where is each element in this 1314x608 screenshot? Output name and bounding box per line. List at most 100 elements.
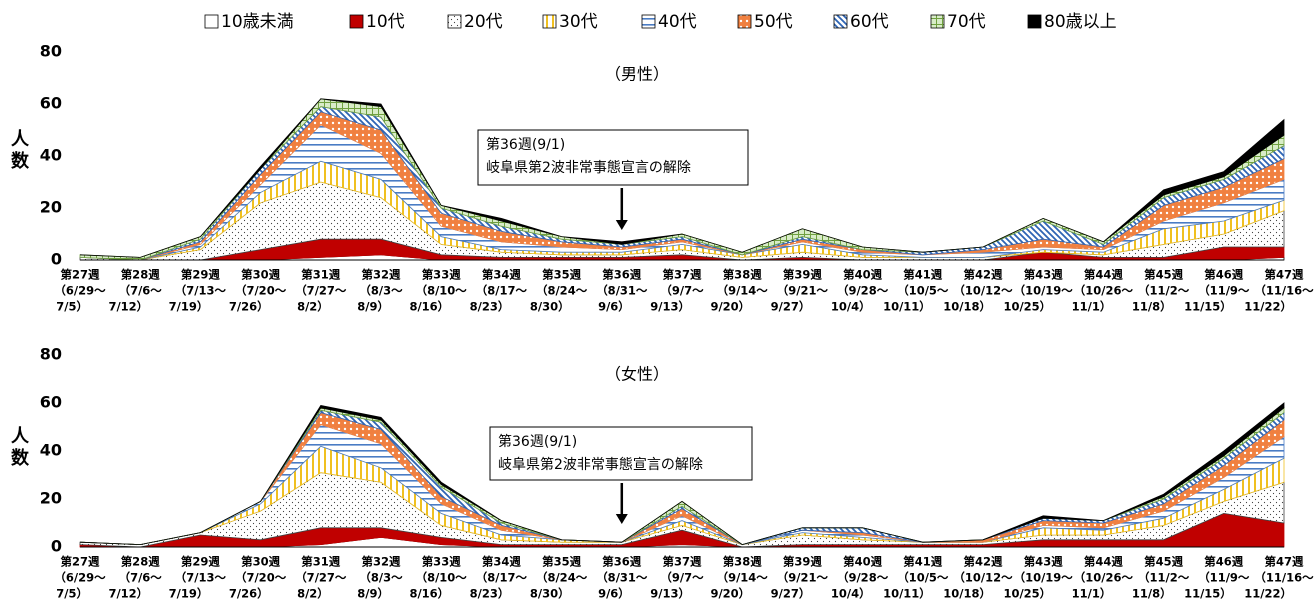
y-tick-label: 60 <box>40 94 62 113</box>
x-tick-label: 11/1） <box>1072 587 1112 601</box>
x-tick-label: （8/31～ <box>596 571 648 585</box>
x-tick-label: （8/17～ <box>476 571 528 585</box>
x-tick-label: （7/6～ <box>119 284 163 298</box>
legend-label: 20代 <box>464 12 503 32</box>
x-tick-label: （10/12～ <box>953 284 1013 298</box>
x-tick-label: （7/27～ <box>295 284 347 298</box>
legend-label: 70代 <box>947 12 986 32</box>
annotation-arrowhead <box>615 514 628 524</box>
x-tick-label: 第47週 <box>1264 268 1304 282</box>
x-tick-label: 第37週 <box>662 555 702 569</box>
y-tick-label: 40 <box>40 441 62 460</box>
x-tick-label: （7/13～ <box>175 284 227 298</box>
y-tick-label: 80 <box>40 42 62 61</box>
x-tick-label: （10/26～ <box>1074 571 1134 585</box>
x-tick-label: 8/16） <box>409 300 449 314</box>
x-tick-label: 第33週 <box>422 555 462 569</box>
annotation-arrowhead <box>615 220 628 230</box>
x-tick-label: 第40週 <box>843 268 883 282</box>
x-tick-label: 9/20） <box>710 587 750 601</box>
x-tick-label: 7/19） <box>169 587 209 601</box>
x-tick-label: 第31週 <box>301 555 341 569</box>
x-tick-label: （8/3～ <box>359 571 403 585</box>
x-tick-label: 8/2） <box>297 300 329 314</box>
x-tick-label: （10/12～ <box>953 571 1013 585</box>
legend-swatch <box>542 14 557 29</box>
x-tick-label: 第41週 <box>903 555 943 569</box>
x-tick-label: 8/23） <box>470 587 510 601</box>
x-tick-label: （8/10～ <box>416 284 468 298</box>
y-axis-label: 数 <box>11 150 30 172</box>
x-tick-label: 9/20） <box>710 300 750 314</box>
x-tick-label: 8/23） <box>470 300 510 314</box>
annotation-text: 第36週(9/1) <box>498 433 577 450</box>
x-tick-label: 第31週 <box>301 268 341 282</box>
x-tick-label: 8/30） <box>530 587 570 601</box>
x-tick-label: （11/2～ <box>1138 284 1190 298</box>
x-tick-label: 7/19） <box>169 300 209 314</box>
y-tick-label: 0 <box>51 537 62 556</box>
x-tick-label: 第32週 <box>361 555 401 569</box>
y-axis-label: 人 <box>11 426 30 447</box>
x-tick-label: （11/2～ <box>1138 571 1190 585</box>
x-tick-label: 7/26） <box>229 587 269 601</box>
x-tick-label: 第46週 <box>1204 268 1244 282</box>
x-tick-label: （9/14～ <box>717 284 769 298</box>
x-tick-label: 第42週 <box>963 268 1003 282</box>
area <box>79 98 1285 258</box>
legend-label: 80歳以上 <box>1044 12 1117 32</box>
x-tick-label: 第30週 <box>241 268 281 282</box>
x-tick-label: 11/15） <box>1184 587 1232 601</box>
x-tick-label: 7/12） <box>108 587 148 601</box>
x-tick-label: （8/10～ <box>416 571 468 585</box>
x-tick-label: 第38週 <box>723 555 763 569</box>
x-tick-label: 第37週 <box>662 268 702 282</box>
legend-label: 10歳未満 <box>221 12 294 32</box>
x-tick-label: （9/21～ <box>777 284 829 298</box>
y-tick-label: 80 <box>40 345 62 364</box>
y-axis-label: 数 <box>11 447 30 469</box>
x-tick-label: （7/6～ <box>119 571 163 585</box>
legend-label: 60代 <box>850 12 889 32</box>
x-tick-label: 第44週 <box>1084 268 1124 282</box>
x-tick-label: 8/9） <box>357 300 389 314</box>
x-tick-label: （11/16～ <box>1254 284 1314 298</box>
x-tick-label: 8/16） <box>409 587 449 601</box>
x-tick-label: （10/5～ <box>897 284 949 298</box>
x-tick-label: 10/11） <box>883 587 931 601</box>
x-tick-label: 第45週 <box>1144 555 1184 569</box>
x-tick-label: 7/5） <box>56 300 88 314</box>
x-tick-label: （7/20～ <box>235 571 287 585</box>
x-tick-label: 第47週 <box>1264 555 1304 569</box>
subtitle: （男性） <box>605 65 669 84</box>
x-tick-label: （11/16～ <box>1254 571 1314 585</box>
y-tick-label: 0 <box>51 250 62 269</box>
area <box>79 402 1285 546</box>
x-tick-label: 10/25） <box>1003 300 1051 314</box>
x-tick-label: 10/4） <box>831 300 871 314</box>
annotation-text: 第36週(9/1) <box>486 136 565 153</box>
x-tick-label: （10/26～ <box>1074 284 1134 298</box>
x-tick-label: 第44週 <box>1084 555 1124 569</box>
y-axis-label: 人 <box>11 129 30 150</box>
y-tick-label: 40 <box>40 146 62 165</box>
x-tick-label: 第40週 <box>843 555 883 569</box>
legend-swatch <box>833 14 848 29</box>
x-tick-label: （8/24～ <box>536 571 588 585</box>
x-tick-label: 第45週 <box>1144 268 1184 282</box>
x-tick-label: 第33週 <box>422 268 462 282</box>
x-tick-label: 10/11） <box>883 300 931 314</box>
x-tick-label: （8/3～ <box>359 284 403 298</box>
legend-swatch <box>1027 14 1042 29</box>
x-tick-label: 11/22） <box>1244 587 1292 601</box>
legend-swatch <box>930 14 945 29</box>
x-tick-label: 第41週 <box>903 268 943 282</box>
x-tick-label: 第43週 <box>1024 555 1064 569</box>
x-tick-label: 第27週 <box>60 268 100 282</box>
x-tick-label: 第46週 <box>1204 555 1244 569</box>
x-tick-label: 第36週 <box>602 555 642 569</box>
x-tick-label: （9/14～ <box>717 571 769 585</box>
x-tick-label: 第38週 <box>723 268 763 282</box>
y-tick-label: 60 <box>40 393 62 412</box>
